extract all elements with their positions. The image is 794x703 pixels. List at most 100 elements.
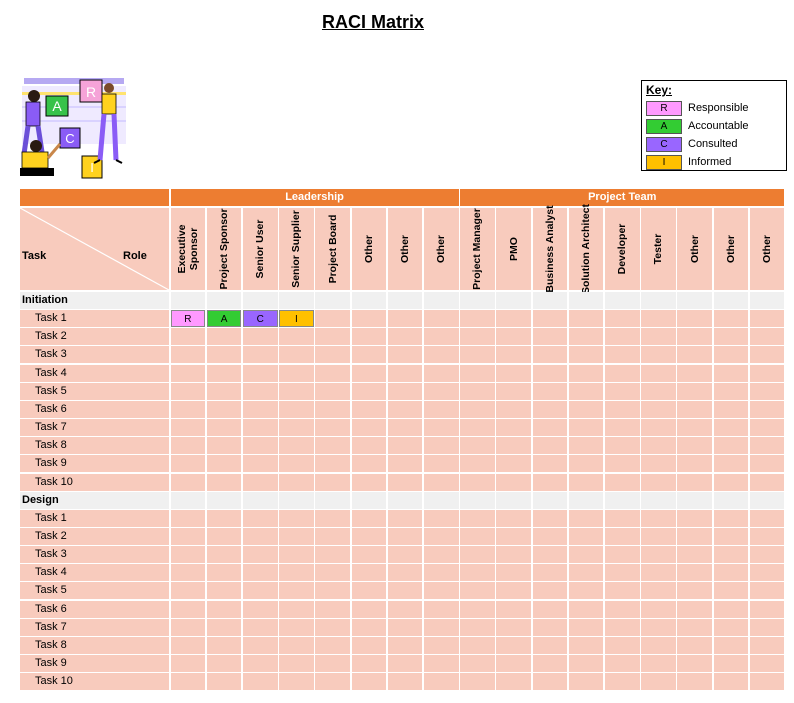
raci-cell[interactable] bbox=[496, 437, 531, 455]
raci-cell[interactable] bbox=[604, 419, 640, 437]
raci-cell[interactable] bbox=[279, 382, 314, 400]
raci-cell[interactable] bbox=[206, 655, 242, 672]
raci-cell[interactable] bbox=[423, 582, 459, 600]
raci-cell[interactable] bbox=[242, 600, 278, 618]
raci-cell[interactable] bbox=[460, 600, 495, 618]
raci-cell[interactable] bbox=[713, 437, 749, 455]
raci-cell[interactable] bbox=[641, 527, 676, 545]
raci-cell[interactable] bbox=[351, 655, 387, 672]
raci-cell[interactable] bbox=[460, 328, 495, 346]
raci-cell[interactable] bbox=[713, 636, 749, 654]
raci-cell[interactable] bbox=[279, 673, 314, 691]
raci-cell[interactable] bbox=[279, 473, 314, 491]
raci-cell[interactable] bbox=[532, 509, 568, 527]
raci-cell[interactable] bbox=[568, 437, 604, 455]
raci-cell[interactable] bbox=[568, 400, 604, 418]
raci-cell[interactable] bbox=[206, 364, 242, 382]
raci-cell[interactable] bbox=[677, 636, 712, 654]
raci-cell[interactable] bbox=[677, 527, 712, 545]
raci-cell[interactable] bbox=[279, 509, 314, 527]
raci-cell[interactable] bbox=[677, 455, 712, 473]
raci-cell[interactable] bbox=[713, 473, 749, 491]
raci-cell[interactable] bbox=[568, 546, 604, 564]
raci-cell[interactable] bbox=[641, 509, 676, 527]
raci-cell[interactable] bbox=[279, 655, 314, 672]
section-cell[interactable] bbox=[351, 292, 387, 309]
raci-cell[interactable] bbox=[749, 546, 785, 564]
raci-cell[interactable] bbox=[170, 564, 206, 582]
raci-cell[interactable] bbox=[170, 437, 206, 455]
raci-cell[interactable] bbox=[568, 582, 604, 600]
raci-cell[interactable] bbox=[713, 400, 749, 418]
raci-cell[interactable] bbox=[677, 673, 712, 691]
section-cell[interactable] bbox=[568, 292, 604, 309]
raci-cell[interactable] bbox=[532, 382, 568, 400]
raci-cell[interactable] bbox=[568, 618, 604, 636]
raci-cell-a[interactable]: A bbox=[206, 310, 242, 328]
raci-cell[interactable] bbox=[170, 328, 206, 346]
section-cell[interactable] bbox=[713, 292, 749, 309]
raci-cell[interactable] bbox=[677, 346, 712, 364]
raci-cell[interactable] bbox=[677, 564, 712, 582]
raci-cell[interactable] bbox=[387, 310, 423, 328]
raci-cell[interactable] bbox=[713, 546, 749, 564]
raci-cell[interactable] bbox=[532, 364, 568, 382]
raci-cell[interactable] bbox=[242, 382, 278, 400]
raci-cell[interactable] bbox=[351, 346, 387, 364]
raci-cell[interactable] bbox=[532, 673, 568, 691]
raci-cell[interactable] bbox=[387, 655, 423, 672]
raci-cell[interactable] bbox=[460, 655, 495, 672]
raci-cell-i[interactable]: I bbox=[279, 310, 314, 328]
raci-cell[interactable] bbox=[496, 310, 531, 328]
raci-cell[interactable] bbox=[677, 618, 712, 636]
raci-cell[interactable] bbox=[496, 473, 531, 491]
raci-cell[interactable] bbox=[641, 582, 676, 600]
raci-cell[interactable] bbox=[242, 419, 278, 437]
raci-cell[interactable] bbox=[315, 546, 350, 564]
raci-cell[interactable] bbox=[568, 509, 604, 527]
raci-cell[interactable] bbox=[496, 546, 531, 564]
raci-cell[interactable] bbox=[242, 400, 278, 418]
raci-cell[interactable] bbox=[315, 419, 350, 437]
raci-cell[interactable] bbox=[713, 509, 749, 527]
raci-cell[interactable] bbox=[496, 509, 531, 527]
raci-cell[interactable] bbox=[170, 582, 206, 600]
raci-cell[interactable] bbox=[641, 600, 676, 618]
raci-cell[interactable] bbox=[532, 455, 568, 473]
raci-cell[interactable] bbox=[170, 655, 206, 672]
section-cell[interactable] bbox=[242, 292, 278, 309]
raci-cell[interactable] bbox=[749, 473, 785, 491]
raci-cell[interactable] bbox=[387, 419, 423, 437]
raci-cell[interactable] bbox=[532, 473, 568, 491]
raci-cell[interactable] bbox=[206, 564, 242, 582]
raci-cell[interactable] bbox=[568, 527, 604, 545]
raci-cell[interactable] bbox=[315, 582, 350, 600]
raci-cell[interactable] bbox=[641, 382, 676, 400]
raci-cell[interactable] bbox=[713, 328, 749, 346]
raci-cell[interactable] bbox=[749, 564, 785, 582]
section-cell[interactable] bbox=[604, 491, 640, 509]
raci-cell[interactable] bbox=[170, 473, 206, 491]
raci-cell[interactable] bbox=[604, 310, 640, 328]
raci-cell[interactable] bbox=[315, 310, 350, 328]
raci-cell[interactable] bbox=[242, 636, 278, 654]
raci-cell[interactable] bbox=[423, 655, 459, 672]
raci-cell[interactable] bbox=[532, 328, 568, 346]
raci-cell[interactable] bbox=[604, 364, 640, 382]
raci-cell[interactable] bbox=[351, 564, 387, 582]
raci-cell[interactable] bbox=[604, 618, 640, 636]
raci-cell[interactable] bbox=[387, 636, 423, 654]
raci-cell[interactable] bbox=[387, 618, 423, 636]
raci-cell[interactable] bbox=[351, 364, 387, 382]
raci-cell[interactable] bbox=[496, 382, 531, 400]
raci-cell[interactable] bbox=[351, 419, 387, 437]
raci-cell[interactable] bbox=[641, 328, 676, 346]
section-cell[interactable] bbox=[496, 292, 531, 309]
raci-cell[interactable] bbox=[460, 419, 495, 437]
raci-cell[interactable] bbox=[423, 328, 459, 346]
raci-cell[interactable] bbox=[641, 346, 676, 364]
raci-cell[interactable] bbox=[206, 382, 242, 400]
raci-cell[interactable] bbox=[677, 382, 712, 400]
raci-cell[interactable] bbox=[713, 527, 749, 545]
section-cell[interactable] bbox=[206, 491, 242, 509]
